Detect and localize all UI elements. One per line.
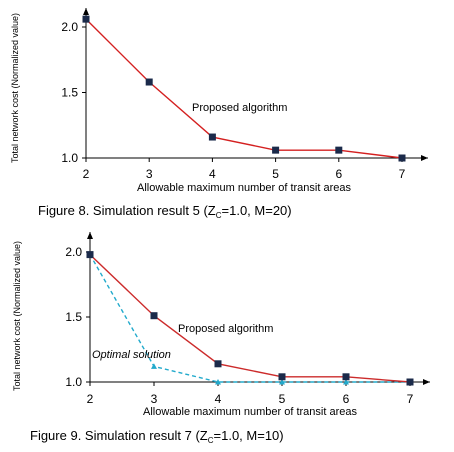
x-tick-label: 7 — [407, 392, 414, 406]
x-tick-label: 2 — [87, 392, 94, 406]
annotation-1: Proposed algorithm — [178, 323, 273, 335]
series-line-proposed-algorithm — [89, 254, 411, 383]
x-axis-arrow — [423, 379, 430, 385]
y-axis-label: Total network cost (Normalized value) — [12, 241, 22, 391]
data-point-proposed-algorithm — [150, 312, 158, 320]
annotation-2: Optimal solution — [92, 349, 171, 361]
series-line-proposed-algorithm — [85, 18, 403, 159]
data-point-optimal-solution — [215, 379, 221, 385]
x-tick-label: 4 — [209, 167, 216, 181]
figure-caption: Figure 8. Simulation result 5 (ZC=1.0, M… — [38, 203, 292, 220]
data-point-proposed-algorithm — [335, 146, 343, 154]
chart-1: 1.0 1.5 2.0 2 3 4 5 6 7 Allowable maximum number … — [10, 8, 428, 220]
y-tick-label: 1.5 — [61, 86, 78, 100]
x-axis-arrow — [421, 155, 428, 161]
x-axis-label: Allowable maximum number of transit area… — [137, 182, 351, 194]
x-tick-label: 2 — [83, 167, 90, 181]
chart-2: 1.0 1.5 2.0 2 3 4 5 6 7 Allowable maximum number … — [12, 232, 430, 445]
x-tick-label: 5 — [272, 167, 279, 181]
series-line-optimal-solution — [89, 254, 410, 383]
data-point-proposed-algorithm — [145, 78, 153, 86]
data-point-proposed-algorithm — [272, 146, 280, 154]
y-axis-label: Total network cost (Normalized value) — [10, 13, 20, 163]
x-tick-label: 6 — [335, 167, 342, 181]
data-point-optimal-solution — [343, 379, 349, 385]
y-tick-label: 1.0 — [65, 375, 82, 389]
x-tick-label: 6 — [343, 392, 350, 406]
y-tick-label: 1.5 — [65, 310, 82, 324]
x-tick-label: 3 — [146, 167, 153, 181]
data-point-proposed-algorithm — [278, 373, 286, 381]
data-point-proposed-algorithm — [86, 251, 94, 259]
y-axis-arrow — [87, 232, 93, 239]
x-tick-label: 7 — [399, 167, 406, 181]
data-point-optimal-solution — [279, 379, 285, 385]
annotation-1: Proposed algorithm — [192, 102, 287, 114]
data-point-proposed-algorithm — [406, 378, 414, 386]
x-tick-label: 4 — [215, 392, 222, 406]
x-tick-label: 5 — [279, 392, 286, 406]
y-tick-label: 1.0 — [61, 151, 78, 165]
data-point-proposed-algorithm — [82, 15, 90, 23]
data-point-proposed-algorithm — [214, 360, 222, 368]
data-point-optimal-solution — [151, 363, 157, 369]
data-point-proposed-algorithm — [342, 373, 350, 381]
data-point-proposed-algorithm — [208, 133, 216, 141]
data-point-proposed-algorithm — [398, 154, 406, 162]
x-tick-label: 3 — [151, 392, 158, 406]
figure-caption: Figure 9. Simulation result 7 (ZC=1.0, M… — [30, 428, 284, 445]
y-tick-label: 2.0 — [65, 245, 82, 259]
x-axis-label: Allowable maximum number of transit area… — [143, 406, 357, 418]
y-axis-arrow — [83, 8, 89, 15]
y-tick-label: 2.0 — [61, 20, 78, 34]
